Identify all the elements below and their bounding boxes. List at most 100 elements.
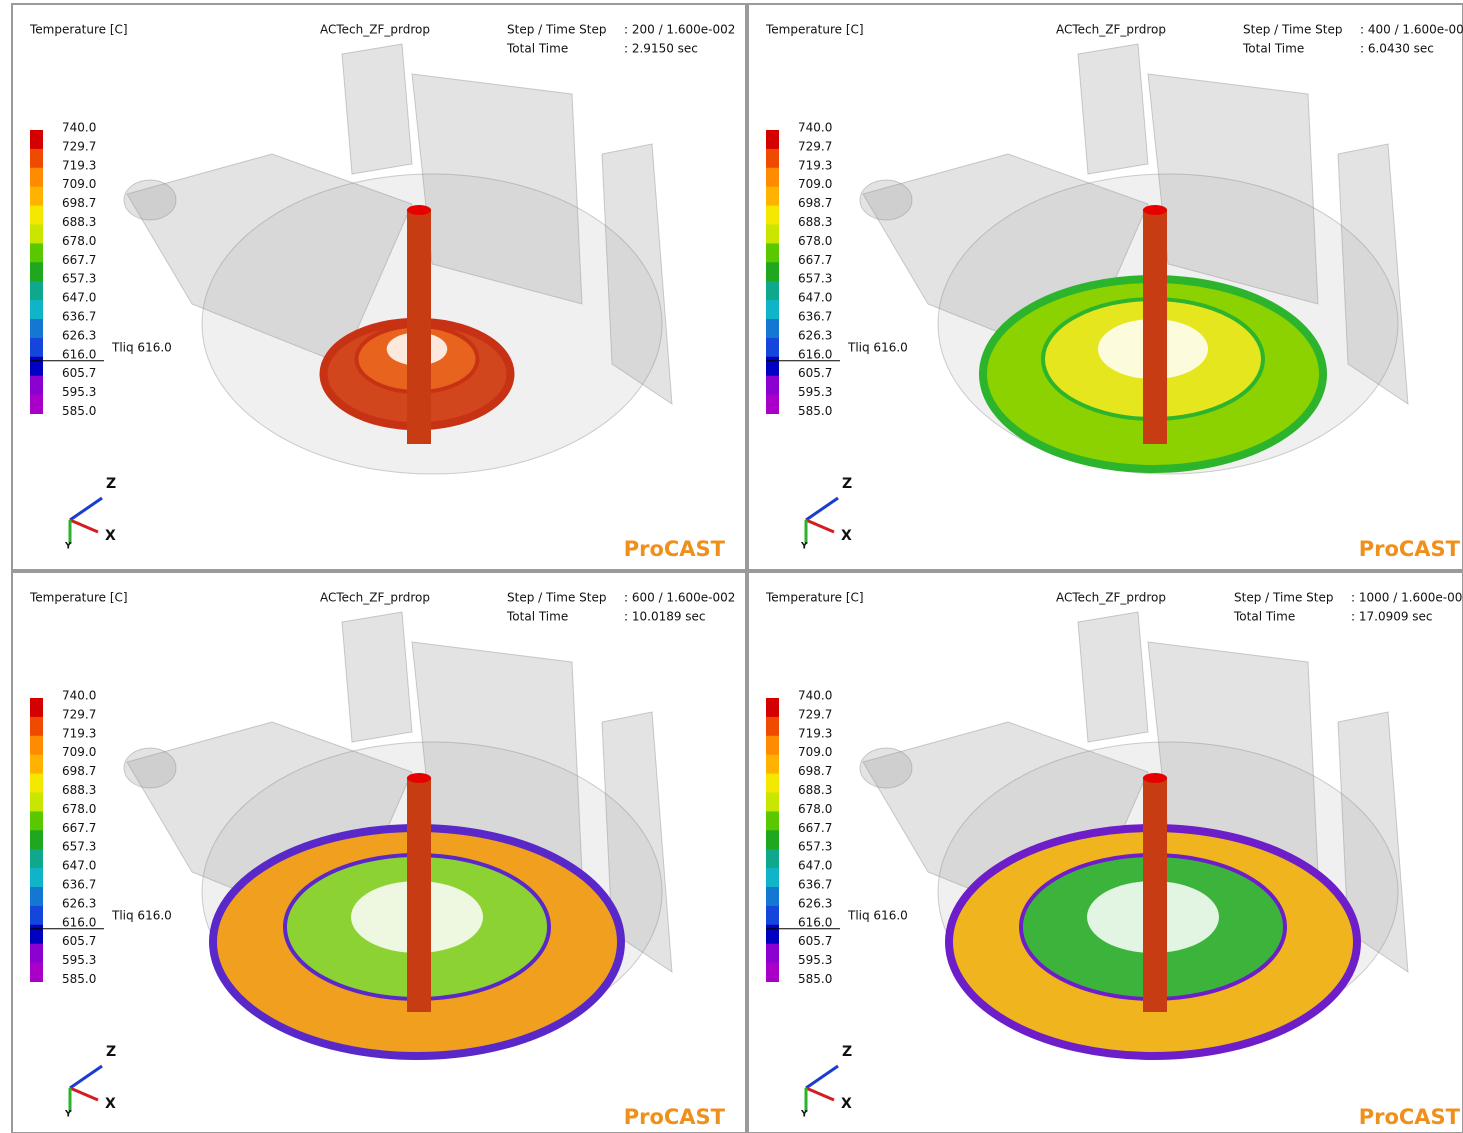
legend-swatch [766, 205, 779, 225]
legend-label: 636.7 [798, 310, 832, 324]
legend-swatch [766, 262, 779, 282]
legend-swatch [30, 186, 43, 207]
axis-label-x: X [105, 1096, 116, 1112]
model-name: ACTech_ZF_prdrop [320, 591, 430, 605]
mould-part [1077, 43, 1149, 175]
legend-label: 719.3 [62, 726, 96, 740]
legend-label: 657.3 [798, 272, 832, 286]
legend-swatch [30, 356, 43, 377]
time-label: Total Time [1242, 42, 1304, 56]
legend-swatch [30, 205, 43, 225]
legend-swatch [30, 924, 43, 945]
legend-label: 585.0 [62, 972, 96, 986]
legend-label: 626.3 [798, 896, 832, 910]
axis-z [69, 1064, 103, 1090]
legend-swatch [766, 943, 779, 964]
legend-label: 595.3 [62, 953, 96, 967]
legend-label: 698.7 [798, 196, 832, 210]
legend-label: 719.3 [798, 726, 832, 740]
legend-swatch [30, 375, 43, 396]
legend-swatch [30, 943, 43, 964]
brand-logo: ProCAST [624, 537, 726, 561]
axis-label-x: X [841, 1096, 852, 1112]
legend-label: 740.0 [798, 689, 832, 703]
time-value: : 2.9150 sec [624, 42, 698, 56]
time-label: Total Time [506, 610, 568, 624]
mould-part [1077, 611, 1149, 743]
legend-label: 709.0 [798, 177, 832, 191]
mould-part [859, 179, 913, 221]
legend-swatch [766, 887, 779, 907]
legend-label: 657.3 [798, 840, 832, 854]
legend-swatch [30, 754, 43, 775]
step-value: : 400 / 1.600e-002 [1360, 23, 1463, 37]
legend-swatch [30, 319, 43, 339]
legend-swatch [766, 849, 779, 869]
model-name: ACTech_ZF_prdrop [1056, 591, 1166, 605]
legend-swatch [766, 186, 779, 207]
legend-label: 667.7 [62, 821, 96, 835]
legend-label: 740.0 [62, 689, 96, 703]
axis-label-z: Z [842, 476, 852, 492]
axis-x [69, 1086, 99, 1102]
legend-swatch [766, 394, 779, 414]
tliq-label: Tliq 616.0 [847, 341, 908, 355]
legend-label: 709.0 [62, 177, 96, 191]
legend-swatch [766, 792, 779, 812]
time-value: : 17.0909 sec [1351, 610, 1433, 624]
brand-logo: ProCAST [624, 1105, 726, 1129]
legend-label: 698.7 [62, 764, 96, 778]
legend-label: 678.0 [798, 802, 832, 816]
viewport-panel: Temperature [C] ACTech_ZF_prdrop Step / Ti… [747, 571, 1463, 1133]
legend-label: 729.7 [798, 139, 832, 153]
legend-label: 585.0 [798, 972, 832, 986]
mould-part [123, 179, 177, 221]
step-value: : 1000 / 1.600e-002 [1351, 591, 1463, 605]
mould-part [126, 153, 413, 365]
axis-label-z: Z [842, 1044, 852, 1060]
viewport-panel: Temperature [C] ACTech_ZF_prdrop Step / Ti… [11, 571, 747, 1133]
tliq-label: Tliq 616.0 [111, 909, 172, 923]
legend-swatch [30, 243, 43, 263]
legend-swatch [766, 924, 779, 945]
legend-label: 719.3 [62, 158, 96, 172]
model-name: ACTech_ZF_prdrop [1056, 23, 1166, 37]
legend-label: 626.3 [62, 896, 96, 910]
legend-swatch [30, 262, 43, 282]
legend-swatch [766, 905, 779, 926]
step-label: Step / Time Step [507, 23, 607, 37]
legend-label: 605.7 [62, 934, 96, 948]
legend-swatch [30, 148, 43, 169]
legend-swatch [30, 735, 43, 756]
legend-swatch [766, 773, 779, 793]
legend-label: 647.0 [62, 859, 96, 873]
legend-swatch [30, 849, 43, 869]
legend-swatch [766, 224, 779, 244]
axis-label-x: X [841, 528, 852, 544]
mould-part [859, 747, 913, 789]
legend-label: 626.3 [798, 328, 832, 342]
legend-swatch [766, 356, 779, 377]
legend-label: 616.0 [798, 347, 832, 361]
legend-label: 667.7 [798, 253, 832, 267]
legend-swatch [30, 792, 43, 812]
legend-label: 585.0 [62, 404, 96, 418]
legend-swatch [30, 698, 43, 718]
axis-label-y: Y [64, 1110, 72, 1120]
step-label: Step / Time Step [507, 591, 607, 605]
brand-logo: ProCAST [1359, 1105, 1461, 1129]
sprue [1143, 777, 1167, 1012]
legend-swatch [30, 281, 43, 301]
legend-label: 709.0 [798, 745, 832, 759]
legend-label: 667.7 [798, 821, 832, 835]
axis-label-x: X [105, 528, 116, 544]
mould-part [601, 143, 673, 405]
legend-swatch [30, 868, 43, 888]
time-value: : 6.0430 sec [1360, 42, 1434, 56]
brand-logo: ProCAST [1359, 537, 1461, 561]
legend-label: 657.3 [62, 840, 96, 854]
mould-part [341, 43, 413, 175]
quantity-label: Temperature [C] [765, 23, 864, 37]
legend-swatch [30, 905, 43, 926]
